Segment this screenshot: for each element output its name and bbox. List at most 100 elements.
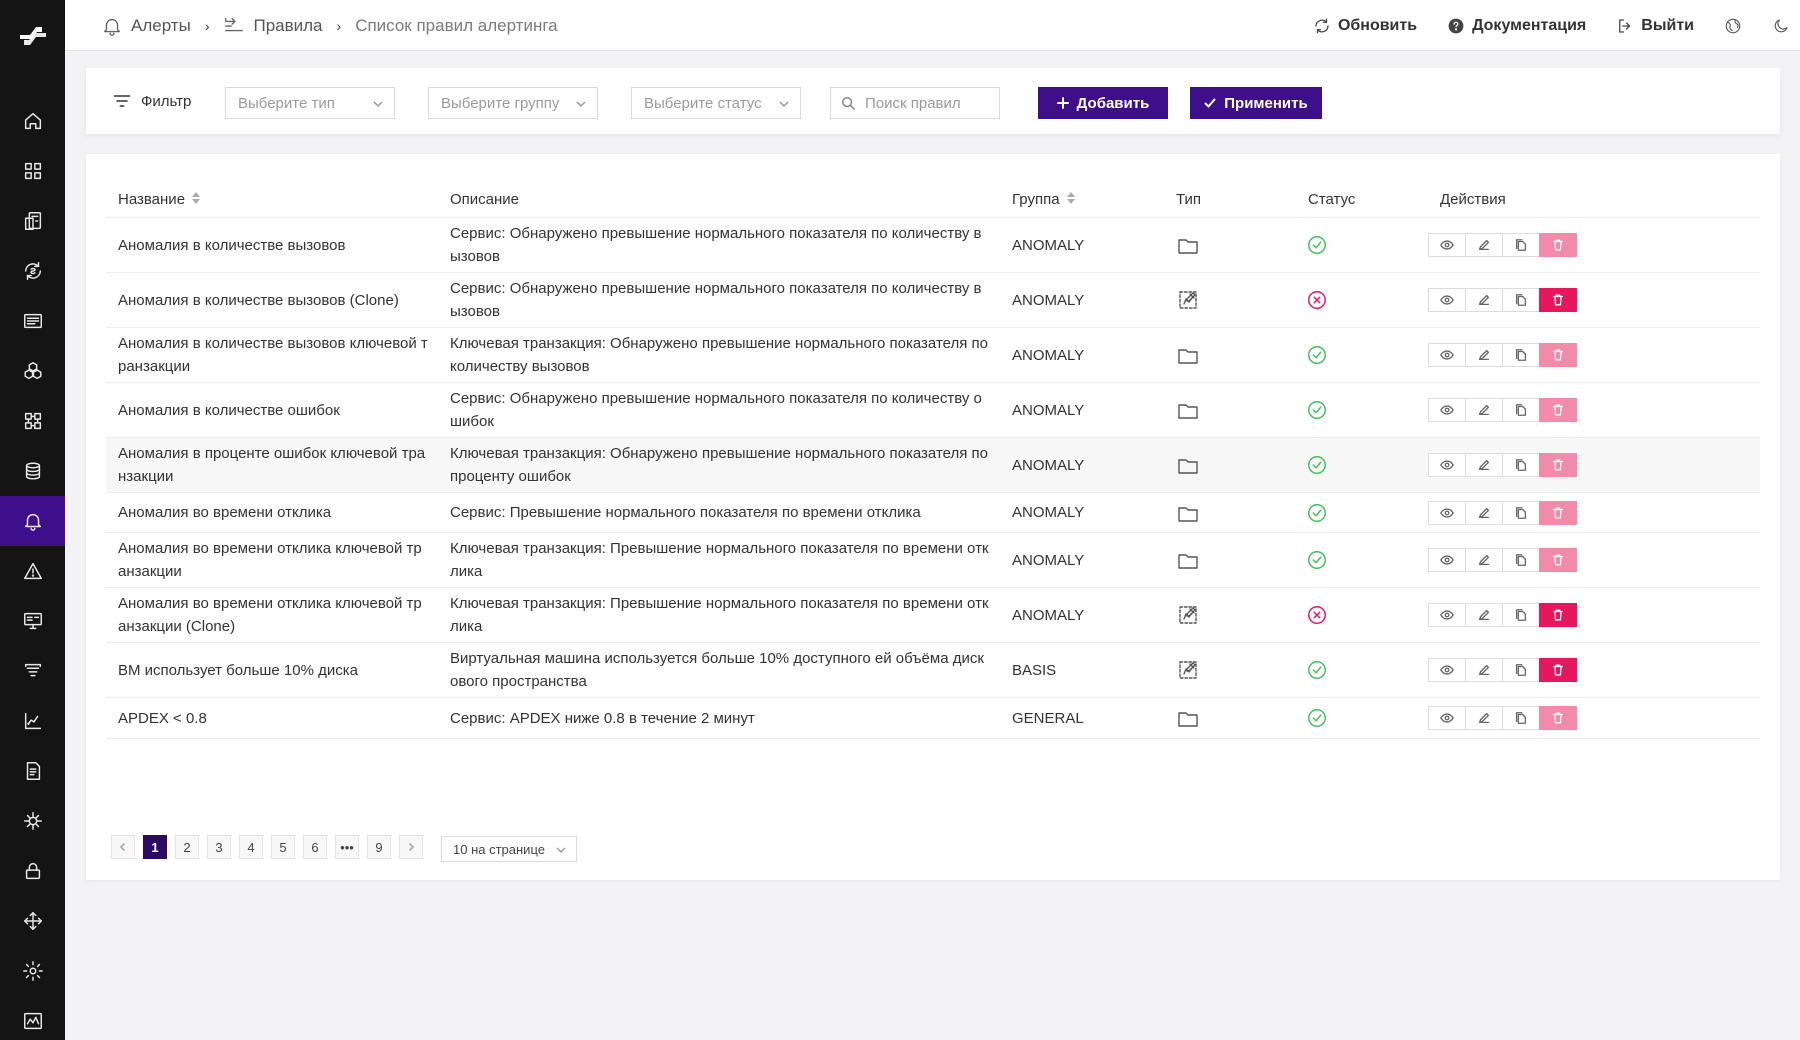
table-row[interactable]: Аномалия в количестве вызовов (Clone) Сер… [106, 273, 1760, 328]
language-button[interactable] [1724, 17, 1742, 35]
view-button[interactable] [1428, 500, 1466, 525]
copy-button[interactable] [1502, 398, 1540, 422]
copy-button[interactable] [1502, 343, 1540, 367]
view-button[interactable] [1428, 548, 1466, 572]
sidebar-item-hexagons[interactable] [0, 346, 65, 396]
edit-button[interactable] [1465, 706, 1503, 730]
sidebar-item-network[interactable] [0, 796, 65, 846]
delete-button[interactable] [1539, 343, 1577, 367]
sidebar-item-dashboard[interactable] [0, 146, 65, 196]
page-button[interactable]: 2 [175, 835, 199, 859]
group-select[interactable]: Выберите группу [428, 87, 598, 119]
filter-toggle[interactable]: Фильтр [112, 68, 191, 134]
view-button[interactable] [1428, 233, 1466, 257]
table-row[interactable]: Аномалия во времени отклика Сервис: Превы… [106, 493, 1760, 533]
copy-button[interactable] [1502, 706, 1540, 730]
table-row[interactable]: Аномалия во времени отклика ключевой тра… [106, 588, 1760, 643]
sidebar-item-document[interactable] [0, 746, 65, 796]
column-name[interactable]: Название [118, 180, 201, 218]
sidebar-item-list-filter[interactable] [0, 646, 65, 696]
sidebar-item-bell[interactable] [0, 496, 65, 546]
page-button[interactable]: 5 [271, 835, 295, 859]
delete-button[interactable] [1539, 603, 1577, 627]
view-button[interactable] [1428, 453, 1466, 477]
table-row[interactable]: APDEX < 0.8 Сервис: APDEX ниже 0.8 в тече… [106, 698, 1760, 739]
table-row[interactable]: Аномалия в количестве вызовов ключевой т… [106, 328, 1760, 383]
sidebar-item-database[interactable] [0, 446, 65, 496]
copy-button[interactable] [1502, 603, 1540, 627]
status-select[interactable]: Выберите статус [631, 87, 801, 119]
page-button[interactable]: 6 [303, 835, 327, 859]
breadcrumb-rules[interactable]: Правила [223, 15, 323, 37]
table-row[interactable]: Аномалия в количестве вызовов Сервис: Обн… [106, 218, 1760, 273]
rule-name[interactable]: ВМ использует больше 10% диска [118, 661, 358, 679]
table-row[interactable]: Аномалия в количестве ошибок Сервис: Обна… [106, 383, 1760, 438]
rule-name[interactable]: Аномалия во времени отклика [118, 504, 332, 521]
view-button[interactable] [1428, 603, 1466, 627]
docs-button[interactable]: Документация [1447, 17, 1586, 35]
view-button[interactable] [1428, 398, 1466, 422]
sidebar-item-integration[interactable] [0, 896, 65, 946]
search-input[interactable] [865, 94, 985, 112]
next-page-button[interactable] [399, 835, 423, 859]
delete-button[interactable] [1539, 233, 1577, 257]
rule-name[interactable]: APDEX < 0.8 [118, 709, 207, 727]
sidebar-item-services[interactable] [0, 196, 65, 246]
delete-button[interactable] [1539, 453, 1577, 477]
page-size-select[interactable]: 10 на странице [441, 836, 577, 862]
sidebar-item-home[interactable] [0, 96, 65, 146]
sidebar-item-chart[interactable] [0, 696, 65, 746]
delete-button[interactable] [1539, 548, 1577, 572]
rule-name[interactable]: Аномалия в количестве вызовов ключевой т… [118, 335, 428, 375]
edit-button[interactable] [1465, 548, 1503, 572]
delete-button[interactable] [1539, 706, 1577, 730]
breadcrumb-alerts[interactable]: Алерты [101, 15, 191, 37]
delete-button[interactable] [1539, 500, 1577, 525]
delete-button[interactable] [1539, 398, 1577, 422]
page-button[interactable]: 4 [239, 835, 263, 859]
rule-name[interactable]: Аномалия во времени отклика ключевой тра… [118, 595, 422, 635]
sort-icon[interactable] [191, 191, 201, 208]
table-row[interactable]: Аномалия во времени отклика ключевой тра… [106, 533, 1760, 588]
page-button[interactable]: 1 [143, 835, 167, 859]
column-group[interactable]: Группа [1012, 180, 1076, 218]
type-select[interactable]: Выберите тип [225, 87, 395, 119]
view-button[interactable] [1428, 343, 1466, 367]
delete-button[interactable] [1539, 658, 1577, 682]
sort-icon[interactable] [1066, 191, 1076, 208]
apply-button[interactable]: Применить [1190, 87, 1322, 119]
rule-name[interactable]: Аномалия во времени отклика ключевой тра… [118, 540, 422, 580]
prev-page-button[interactable] [111, 835, 135, 859]
copy-button[interactable] [1502, 500, 1540, 525]
logout-button[interactable]: Выйти [1616, 17, 1694, 35]
view-button[interactable] [1428, 658, 1466, 682]
sidebar-item-settings[interactable] [0, 946, 65, 996]
table-row[interactable]: ВМ использует больше 10% диска Виртуальна… [106, 643, 1760, 698]
sidebar-item-monitor[interactable] [0, 596, 65, 646]
copy-button[interactable] [1502, 233, 1540, 257]
copy-button[interactable] [1502, 548, 1540, 572]
edit-button[interactable] [1465, 288, 1503, 312]
copy-button[interactable] [1502, 658, 1540, 682]
table-row[interactable]: Аномалия в проценте ошибок ключевой тран… [106, 438, 1760, 493]
add-rule-button[interactable]: Добавить [1038, 87, 1168, 119]
rule-name[interactable]: Аномалия в количестве ошибок [118, 401, 340, 419]
copy-button[interactable] [1502, 288, 1540, 312]
edit-button[interactable] [1465, 658, 1503, 682]
rule-name[interactable]: Аномалия в проценте ошибок ключевой тран… [118, 445, 426, 485]
edit-button[interactable] [1465, 453, 1503, 477]
theme-toggle[interactable] [1772, 17, 1790, 35]
edit-button[interactable] [1465, 233, 1503, 257]
edit-button[interactable] [1465, 343, 1503, 367]
view-button[interactable] [1428, 706, 1466, 730]
view-button[interactable] [1428, 288, 1466, 312]
rule-name[interactable]: Аномалия в количестве вызовов [118, 236, 346, 254]
sidebar-item-logs[interactable] [0, 296, 65, 346]
delete-button[interactable] [1539, 288, 1577, 312]
sidebar-item-sync[interactable] [0, 246, 65, 296]
rule-name[interactable]: Аномалия в количестве вызовов (Clone) [118, 291, 399, 309]
edit-button[interactable] [1465, 603, 1503, 627]
sidebar-item-warning[interactable] [0, 546, 65, 596]
sidebar-item-apps[interactable] [0, 396, 65, 446]
edit-button[interactable] [1465, 500, 1503, 525]
